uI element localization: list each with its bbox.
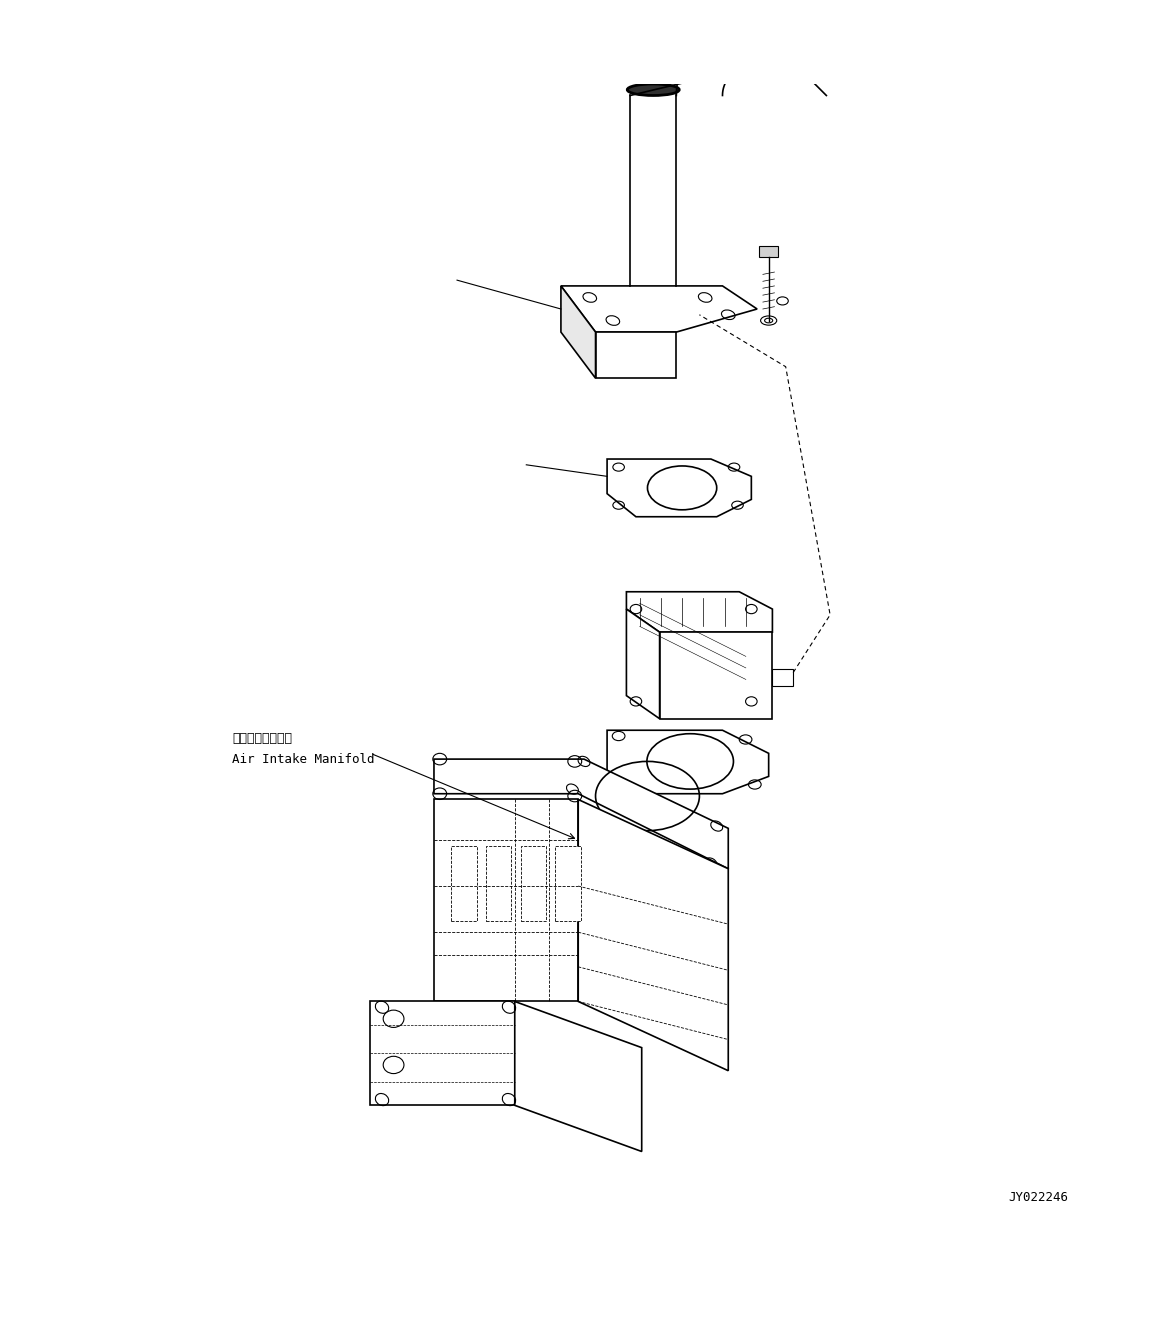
Polygon shape	[626, 609, 660, 719]
Polygon shape	[626, 592, 772, 632]
Polygon shape	[515, 1002, 641, 1151]
Bar	[555, 846, 580, 920]
Bar	[759, 246, 778, 256]
Polygon shape	[607, 730, 769, 793]
Polygon shape	[607, 459, 751, 517]
Polygon shape	[596, 332, 676, 378]
Text: 吸気マニホールド: 吸気マニホールド	[232, 732, 292, 744]
Bar	[772, 669, 793, 686]
Bar	[521, 846, 545, 920]
Bar	[486, 846, 512, 920]
Bar	[451, 846, 477, 920]
Ellipse shape	[627, 83, 680, 95]
Text: JY022246: JY022246	[1009, 1191, 1069, 1204]
Polygon shape	[660, 632, 772, 719]
Polygon shape	[578, 800, 729, 1071]
Text: Air Intake Manifold: Air Intake Manifold	[232, 752, 375, 765]
Polygon shape	[561, 286, 596, 378]
Polygon shape	[434, 759, 729, 869]
Polygon shape	[434, 800, 578, 1002]
Polygon shape	[370, 1002, 515, 1105]
Ellipse shape	[823, 20, 841, 66]
Polygon shape	[561, 286, 757, 332]
